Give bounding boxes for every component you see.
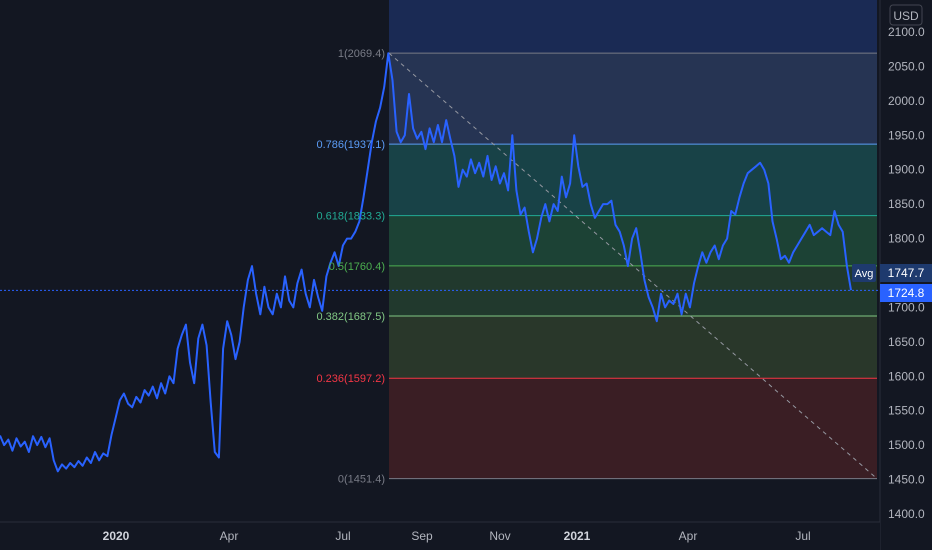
time-tick-label: Nov — [489, 529, 510, 543]
fib-zone-1-0.786 — [389, 53, 877, 145]
price-tick-label: 1550.0 — [888, 404, 925, 418]
fib-label-0.5: 0.5(1760.4) — [329, 261, 385, 273]
fib-label-0.236: 0.236(1597.2) — [317, 373, 386, 385]
price-tick-label: 1600.0 — [888, 369, 925, 383]
price-tick-label: 2100.0 — [888, 25, 925, 39]
price-tick-label: 1900.0 — [888, 163, 925, 177]
price-tick-label: 1850.0 — [888, 197, 925, 211]
fib-level-labels: 1(2069.4) 0.786(1937.1) 0.618(1833.3) 0.5(1… — [317, 48, 386, 486]
last-price-value: 1724.8 — [888, 286, 925, 300]
fib-zone-0.786-0.618 — [389, 144, 877, 216]
price-tick-label: 2000.0 — [888, 94, 925, 108]
fib-label-0: 0(1451.4) — [338, 474, 385, 486]
price-tick-label: 1400.0 — [888, 507, 925, 521]
fib-label-1: 1(2069.4) — [338, 48, 385, 60]
price-line-series — [0, 52, 852, 473]
currency-button[interactable]: USD — [889, 4, 923, 26]
fib-zone-0.5-0.382 — [389, 265, 877, 317]
fibonacci-retracement[interactable] — [389, 0, 877, 480]
time-tick-label: Sep — [411, 529, 433, 543]
currency-label: USD — [893, 9, 919, 23]
time-scale-panel[interactable] — [0, 522, 880, 550]
price-tick-label: 1650.0 — [888, 335, 925, 349]
fib-trend-line[interactable] — [388, 52, 878, 479]
last-price-badge: 1724.8 — [880, 284, 932, 302]
fib-label-0.786: 0.786(1937.1) — [317, 139, 386, 151]
price-tick-label: 1500.0 — [888, 438, 925, 452]
avg-badge: Avg 1747.7 — [852, 264, 932, 282]
fib-zone-0.382-0.236 — [389, 316, 877, 379]
price-tick-label: 1800.0 — [888, 232, 925, 246]
price-tick-label: 1700.0 — [888, 300, 925, 314]
time-tick-label: 2021 — [564, 529, 591, 543]
time-tick-label: Jul — [335, 529, 350, 543]
price-tick-label: 2050.0 — [888, 59, 925, 73]
time-tick-label: Apr — [220, 529, 239, 543]
price-tick-label: 1950.0 — [888, 128, 925, 142]
price-tick-label: 1450.0 — [888, 473, 925, 487]
fib-zone-0.618-0.5 — [389, 215, 877, 266]
fib-label-0.618: 0.618(1833.3) — [317, 211, 386, 223]
time-tick-label: Apr — [679, 529, 698, 543]
fib-zone-extension — [389, 0, 877, 54]
avg-value: 1747.7 — [888, 266, 925, 280]
fib-label-0.382: 0.382(1687.5) — [317, 311, 386, 323]
fib-zone-0.236-0 — [389, 378, 877, 479]
time-tick-label: Jul — [795, 529, 810, 543]
time-scale-ticks: 2020 Apr Jul Sep Nov 2021 Apr Jul — [103, 529, 811, 543]
avg-label: Avg — [855, 268, 874, 280]
time-tick-label: 2020 — [103, 529, 130, 543]
